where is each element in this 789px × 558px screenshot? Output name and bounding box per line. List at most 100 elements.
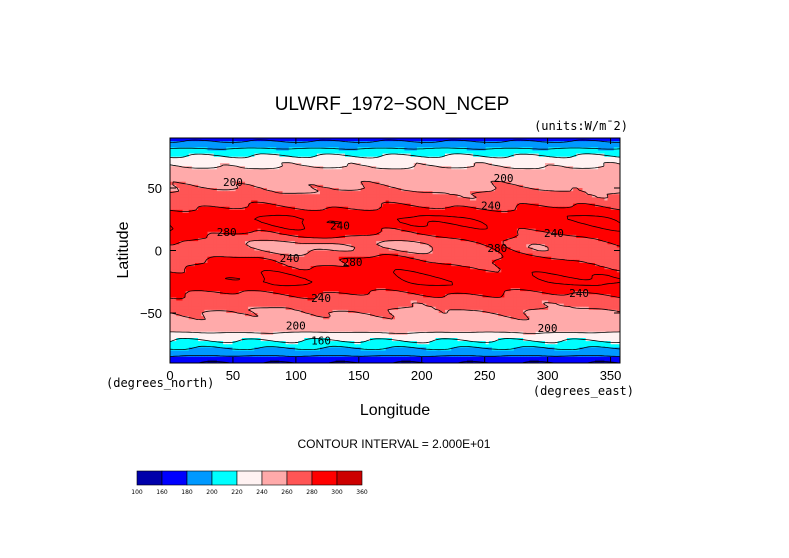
field-cell [385, 156, 390, 161]
field-cell [535, 209, 540, 214]
field-cell [248, 216, 252, 220]
field-cell [516, 181, 521, 186]
field-cell [357, 159, 362, 164]
field-cell [401, 150, 405, 155]
field-cell [466, 231, 471, 236]
field-cell [266, 238, 271, 242]
field-cell [370, 222, 374, 226]
field-cell [441, 213, 446, 217]
field-cell [598, 138, 602, 142]
field-cell [304, 163, 308, 167]
field-cell [373, 244, 377, 248]
field-cell [310, 172, 315, 176]
field-cell [538, 206, 543, 211]
field-cell [445, 225, 449, 230]
field-cell [588, 153, 593, 158]
field-cell [438, 150, 443, 155]
field-cell [532, 222, 537, 226]
field-cell [595, 231, 599, 236]
field-cell [338, 172, 343, 176]
field-cell [326, 141, 330, 145]
field-cell [366, 181, 371, 186]
field-cell [288, 216, 293, 220]
field-cell [360, 156, 365, 161]
field-cell [604, 150, 608, 155]
field-cell [391, 234, 396, 239]
field-cell [538, 213, 543, 217]
field-cell [266, 209, 271, 214]
field-cell [488, 156, 493, 161]
field-cell [338, 219, 343, 223]
field-cell [513, 203, 518, 208]
field-cell [513, 147, 518, 151]
field-cell [176, 178, 180, 183]
field-cell [598, 209, 602, 214]
field-cell [260, 225, 265, 230]
field-cell [507, 141, 512, 145]
field-cell [548, 181, 552, 186]
field-cell [491, 194, 496, 198]
field-cell [338, 166, 343, 170]
field-cell [466, 144, 471, 148]
field-cell [554, 234, 558, 239]
field-cell [260, 175, 265, 180]
field-cell [370, 178, 374, 183]
field-cell [323, 172, 327, 176]
field-cell [301, 216, 305, 220]
field-cell [266, 213, 271, 217]
field-cell [351, 219, 355, 223]
field-cell [170, 166, 174, 170]
field-cell [232, 150, 237, 155]
field-cell [554, 194, 558, 198]
field-cell [532, 188, 537, 192]
field-cell [495, 197, 499, 201]
field-cell [526, 150, 530, 155]
field-cell [423, 169, 427, 173]
field-cell [373, 219, 377, 223]
field-cell [491, 222, 496, 226]
field-cell [185, 222, 190, 226]
field-cell [420, 200, 424, 205]
field-cell [591, 216, 596, 220]
field-cell [576, 153, 580, 158]
field-cell [313, 172, 318, 176]
field-cell [279, 197, 283, 201]
field-cell [335, 194, 340, 198]
field-cell [423, 191, 427, 195]
field-cell [251, 144, 255, 148]
field-cell [188, 244, 193, 248]
field-cell [329, 234, 333, 239]
field-cell [288, 231, 293, 236]
field-cell [195, 225, 199, 230]
field-cell [529, 150, 533, 155]
field-cell [438, 228, 443, 233]
field-cell [313, 156, 318, 161]
field-cell [229, 209, 233, 214]
field-cell [335, 197, 340, 201]
field-cell [491, 175, 496, 180]
field-cell [191, 156, 196, 161]
field-cell [245, 228, 249, 233]
field-cell [454, 172, 458, 176]
field-cell [382, 159, 387, 164]
field-cell [204, 172, 208, 176]
field-cell [607, 203, 612, 208]
field-cell [210, 213, 215, 217]
field-cell [541, 153, 546, 158]
field-cell [513, 150, 518, 155]
field-cell [363, 184, 368, 189]
field-cell [457, 200, 462, 205]
field-cell [254, 213, 258, 217]
field-cell [179, 181, 183, 186]
field-cell [316, 138, 321, 142]
field-cell [213, 216, 218, 220]
field-cell [385, 166, 390, 170]
field-cell [438, 188, 443, 192]
field-cell [373, 203, 377, 208]
field-cell [495, 216, 499, 220]
field-cell [441, 150, 446, 155]
field-cell [538, 234, 543, 239]
field-cell [576, 225, 580, 230]
field-cell [610, 166, 615, 170]
field-cell [573, 147, 577, 151]
